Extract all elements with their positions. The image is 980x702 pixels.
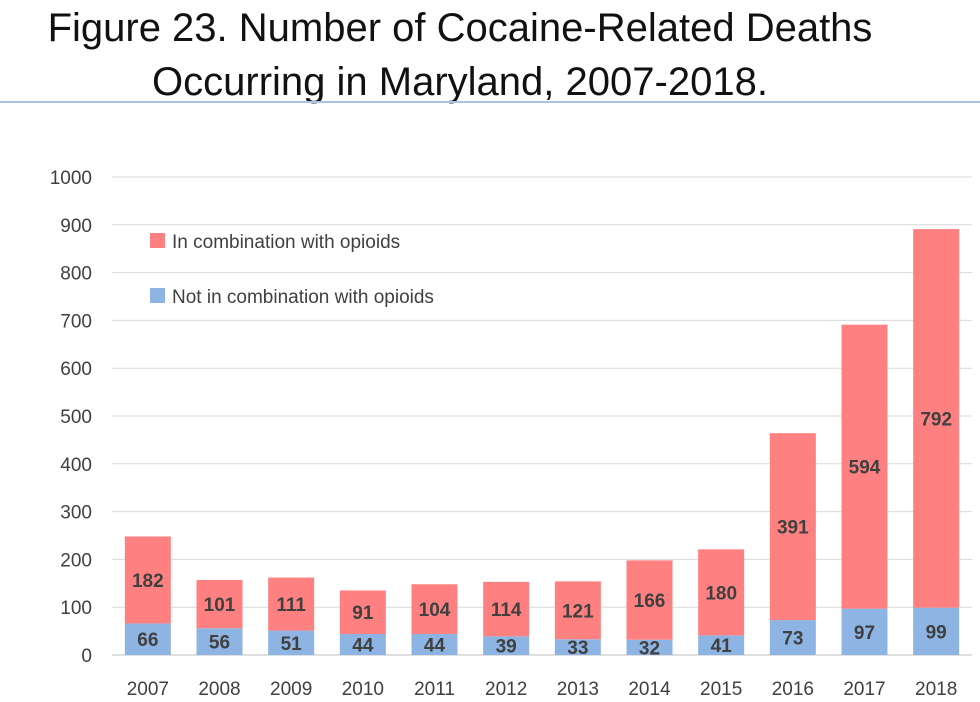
data-label-opioids-2007: 182: [132, 571, 164, 592]
x-tick-label-2017: 2017: [843, 679, 885, 700]
chart-title: Figure 23. Number of Cocaine-Related Dea…: [0, 0, 920, 110]
bar-non-opioids-2015: [698, 635, 745, 655]
legend-swatch-opioids: [150, 233, 165, 248]
bar-non-opioids-2008: [196, 628, 243, 655]
data-label-non-opioids-2013: 33: [567, 638, 588, 659]
x-tick-label-2016: 2016: [772, 679, 814, 700]
legend-label-non-opioids: Not in combination with opioids: [172, 287, 434, 308]
bar-non-opioids-2017: [841, 608, 888, 655]
x-tick-label-2008: 2008: [198, 679, 240, 700]
data-label-non-opioids-2007: 66: [137, 630, 158, 651]
data-label-opioids-2012: 114: [491, 600, 522, 621]
x-tick-label-2015: 2015: [700, 679, 742, 700]
x-tick-label-2014: 2014: [628, 679, 671, 700]
y-tick-label-600: 600: [60, 359, 92, 380]
bar-opioids-2013: [554, 581, 601, 640]
bar-non-opioids-2013: [554, 639, 601, 655]
x-tick-label-2010: 2010: [342, 679, 384, 700]
bar-non-opioids-2018: [913, 607, 960, 655]
y-tick-label-1000: 1000: [50, 168, 92, 189]
bar-non-opioids-2014: [626, 639, 673, 655]
x-axis-ticks: 2007 2008 2009 2010 2011 2012 2013 2014 2015 2016…: [127, 679, 958, 700]
y-tick-label-800: 800: [60, 264, 92, 285]
y-tick-label-400: 400: [60, 455, 92, 476]
data-label-opioids-2014: 166: [634, 591, 666, 612]
data-label-non-opioids-2016: 73: [782, 629, 803, 650]
gridlines: [112, 176, 972, 656]
y-tick-label-200: 200: [60, 550, 92, 571]
data-label-opioids-2018: 792: [920, 409, 952, 430]
bar-opioids-2007: [124, 536, 171, 624]
bar-opioids-2011: [411, 584, 458, 634]
bar-opioids-2018: [913, 229, 960, 608]
data-label-non-opioids-2018: 99: [926, 622, 947, 643]
data-label-opioids-2009: 111: [276, 595, 306, 616]
bar-opioids-2016: [769, 433, 816, 621]
legend: In combination with opioids Not in combi…: [150, 232, 434, 308]
x-tick-label-2012: 2012: [485, 679, 527, 700]
data-label-non-opioids-2012: 39: [496, 637, 517, 658]
bar-non-opioids-2007: [124, 623, 171, 655]
bar-non-opioids-2010: [339, 633, 386, 655]
bar-opioids-2008: [196, 579, 243, 629]
bar-non-opioids-2009: [268, 630, 315, 655]
data-label-opioids-2016: 391: [777, 518, 809, 539]
x-tick-label-2007: 2007: [127, 679, 169, 700]
data-label-opioids-2008: 101: [204, 595, 236, 616]
bar-opioids-2017: [841, 324, 888, 609]
bar-opioids-2010: [339, 590, 386, 634]
data-label-non-opioids-2009: 51: [281, 634, 303, 655]
data-label-opioids-2013: 121: [562, 601, 594, 622]
chart-title-line-1: Figure 23. Number of Cocaine-Related Dea…: [47, 6, 873, 50]
x-tick-label-2013: 2013: [557, 679, 599, 700]
data-label-non-opioids-2010: 44: [352, 635, 374, 656]
data-label-non-opioids-2015: 41: [711, 636, 733, 657]
data-label-non-opioids-2011: 44: [424, 635, 446, 656]
data-label-opioids-2015: 180: [705, 583, 737, 604]
data-label-opioids-2017: 594: [849, 458, 881, 479]
title-divider: [0, 101, 980, 103]
bar-opioids-2014: [626, 560, 673, 640]
bar-opioids-2012: [483, 581, 530, 637]
data-label-opioids-2010: 91: [352, 603, 374, 624]
x-tick-label-2011: 2011: [414, 679, 455, 700]
y-tick-label-900: 900: [60, 216, 92, 237]
data-label-opioids-2011: 104: [419, 600, 451, 621]
y-tick-label-100: 100: [60, 598, 92, 619]
bars: 66 182 56 101 51 111 44 91 44 104 39 114 33 121 32 166 4…: [124, 229, 960, 659]
x-tick-label-2018: 2018: [915, 679, 957, 700]
bar-non-opioids-2016: [769, 620, 816, 655]
chart-title-line-2: Occurring in Maryland, 2007-2018.: [152, 60, 768, 104]
bar-opioids-2009: [268, 577, 315, 631]
data-label-non-opioids-2017: 97: [854, 623, 875, 644]
y-tick-label-500: 500: [60, 407, 92, 428]
y-axis-ticks: 0 100 200 300 400 500 600 700 800 900 1000: [50, 168, 92, 667]
bar-non-opioids-2011: [411, 633, 458, 655]
y-tick-label-0: 0: [81, 646, 92, 667]
y-tick-label-700: 700: [60, 311, 92, 332]
y-tick-label-300: 300: [60, 503, 92, 524]
bar-opioids-2015: [698, 549, 745, 636]
legend-label-opioids: In combination with opioids: [172, 232, 400, 253]
x-tick-label-2009: 2009: [270, 679, 312, 700]
bar-non-opioids-2012: [483, 636, 530, 655]
legend-swatch-non-opioids: [150, 288, 165, 303]
data-label-non-opioids-2008: 56: [209, 633, 230, 654]
data-label-non-opioids-2014: 32: [639, 638, 660, 659]
